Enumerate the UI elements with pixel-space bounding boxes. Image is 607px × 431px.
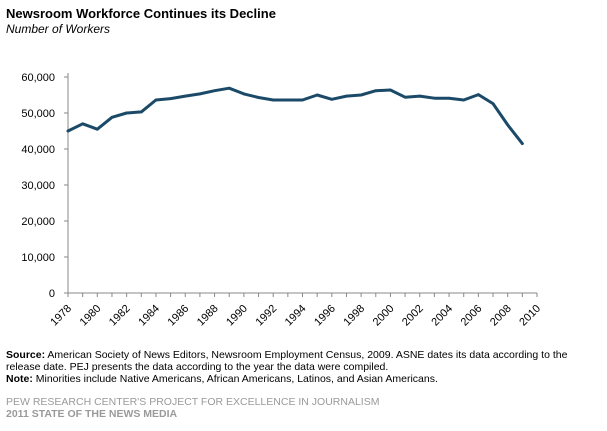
data-point	[110, 116, 114, 119]
data-point	[286, 98, 290, 102]
data-point	[477, 93, 480, 96]
x-tick-label: 1980	[78, 303, 104, 329]
chart-axes	[67, 73, 537, 294]
y-tick-label: 30,000	[21, 180, 55, 192]
note-text: Minorities include Native Americans, Afr…	[32, 373, 438, 385]
x-axis-ticks: 1978 1980 1982 1984 1986 1988 1990 1992 1994 1996…	[48, 293, 543, 328]
x-tick-label: 2008	[488, 303, 514, 329]
data-point	[315, 93, 319, 97]
x-tick-label: 1992	[254, 303, 280, 329]
minorities-note: Note: Minorities include Native American…	[6, 373, 598, 385]
x-tick-label: 1978	[48, 303, 74, 329]
data-point	[506, 123, 510, 127]
data-point	[418, 94, 422, 98]
data-point	[447, 96, 451, 100]
data-point	[213, 89, 216, 92]
data-point	[169, 97, 172, 100]
data-point	[359, 93, 363, 97]
data-point	[66, 129, 70, 133]
x-tick-label: 1986	[166, 303, 192, 329]
chart-subtitle: Number of Workers	[6, 22, 111, 36]
x-tick-label: 2004	[429, 303, 455, 329]
x-tick-label: 1996	[312, 303, 338, 329]
data-point	[154, 98, 158, 102]
data-point	[433, 96, 436, 100]
data-point	[491, 102, 495, 105]
y-tick-label: 20,000	[21, 216, 55, 228]
data-point	[184, 94, 187, 98]
credit-report: 2011 STATE OF THE NEWS MEDIA	[6, 408, 178, 420]
data-point	[140, 110, 143, 114]
x-tick-label: 1994	[283, 303, 309, 329]
data-point	[389, 88, 392, 92]
x-tick-label: 2010	[517, 303, 543, 329]
credit-organization: PEW RESEARCH CENTER'S PROJECT FOR EXCELL…	[6, 396, 380, 408]
data-point	[257, 96, 260, 99]
x-tick-label: 1990	[224, 303, 250, 329]
data-point	[462, 98, 466, 102]
data-point	[125, 111, 128, 115]
data-point	[330, 98, 334, 101]
chart-title: Newsroom Workforce Continues its Decline	[6, 6, 276, 21]
data-point	[242, 92, 246, 96]
data-point	[198, 92, 202, 96]
x-tick-label: 1982	[107, 303, 133, 329]
x-tick-label: 2006	[459, 303, 485, 329]
x-tick-label: 2002	[400, 303, 426, 329]
note-label: Note:	[6, 373, 33, 385]
data-point	[271, 98, 275, 102]
series-line-workers	[66, 86, 524, 146]
x-tick-label: 1984	[136, 303, 162, 329]
y-axis-ticks: 0 10,000 20,000 30,000 40,000 50,000 60,000	[21, 72, 68, 300]
y-tick-label: 10,000	[21, 252, 55, 264]
y-tick-label: 0	[49, 288, 55, 300]
y-tick-label: 60,000	[21, 72, 55, 84]
data-point	[301, 98, 304, 102]
data-point	[403, 95, 407, 99]
line-chart: 0 10,000 20,000 30,000 40,000 50,000 60,000 19…	[21, 72, 543, 328]
data-point	[81, 122, 84, 126]
data-point	[345, 94, 348, 98]
x-tick-label: 1988	[195, 303, 221, 329]
source-note: Source: American Society of News Editors…	[6, 349, 598, 373]
footnote: Source: American Society of News Editors…	[6, 349, 598, 385]
data-point	[374, 89, 378, 92]
source-label: Source:	[6, 349, 46, 361]
x-tick-label: 2000	[371, 303, 397, 329]
data-point	[227, 86, 231, 90]
x-tick-label: 1998	[341, 303, 367, 329]
source-text: American Society of News Editors, Newsro…	[6, 349, 568, 373]
data-point	[96, 127, 99, 131]
series-group	[66, 86, 524, 146]
y-tick-label: 40,000	[21, 144, 55, 156]
data-point	[521, 142, 524, 145]
y-tick-label: 50,000	[21, 108, 55, 120]
